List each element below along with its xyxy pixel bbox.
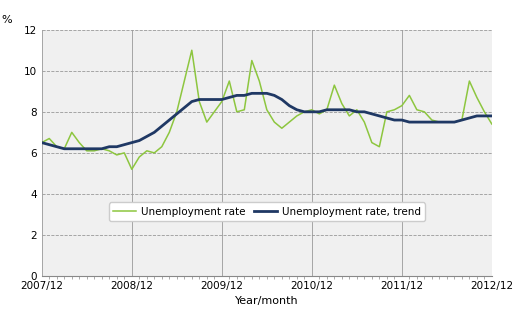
X-axis label: Year/month: Year/month <box>235 296 298 306</box>
Legend: Unemployment rate, Unemployment rate, trend: Unemployment rate, Unemployment rate, tr… <box>108 202 425 221</box>
Unemployment rate, trend <box>226 95 233 99</box>
Text: %: % <box>1 15 12 25</box>
Unemployment rate <box>129 168 135 171</box>
Unemployment rate <box>38 141 45 144</box>
Unemployment rate <box>189 48 195 52</box>
Unemployment rate, trend <box>38 141 45 144</box>
Unemployment rate, trend <box>391 118 398 122</box>
Unemployment rate <box>414 108 420 112</box>
Unemployment rate <box>234 110 240 114</box>
Unemployment rate <box>114 153 120 157</box>
Unemployment rate, trend <box>249 91 255 95</box>
Line: Unemployment rate: Unemployment rate <box>42 50 519 169</box>
Unemployment rate <box>391 108 398 112</box>
Unemployment rate, trend <box>61 147 67 151</box>
Unemployment rate, trend <box>414 120 420 124</box>
Line: Unemployment rate, trend: Unemployment rate, trend <box>42 93 519 149</box>
Unemployment rate, trend <box>354 110 360 114</box>
Unemployment rate <box>354 108 360 112</box>
Unemployment rate, trend <box>121 143 127 147</box>
